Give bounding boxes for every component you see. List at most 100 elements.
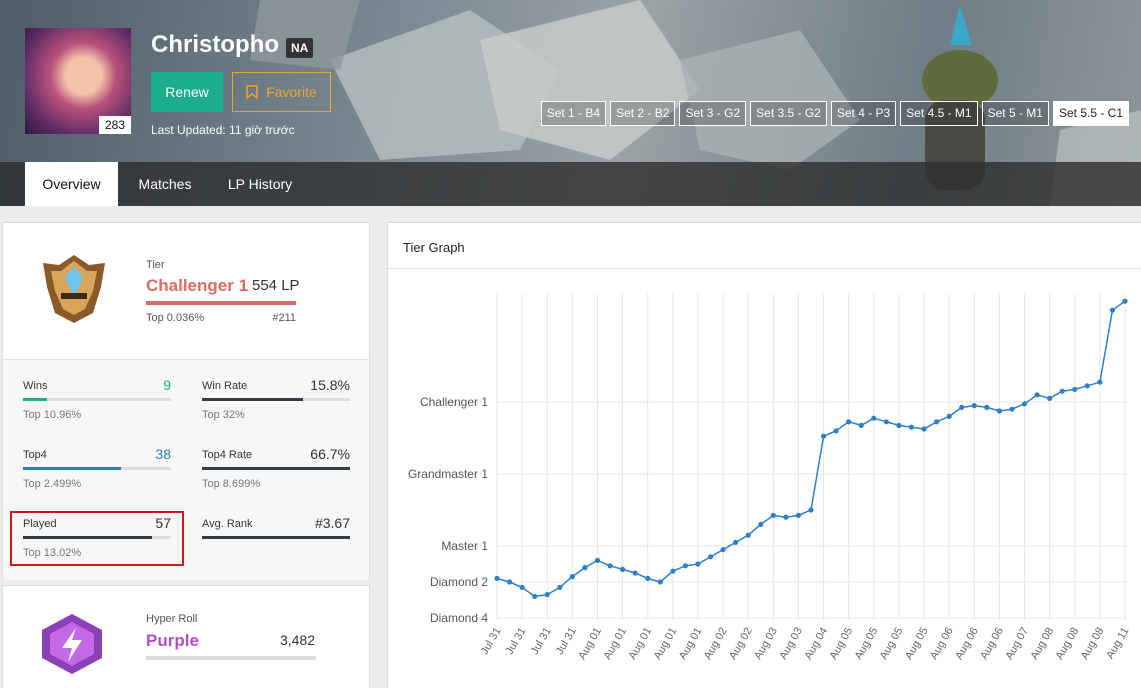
data-point bbox=[758, 521, 764, 527]
x-tick-label: Aug 03 bbox=[752, 626, 780, 662]
x-tick-label: Aug 01 bbox=[652, 626, 680, 662]
data-point bbox=[745, 532, 751, 538]
x-tick-label: Aug 02 bbox=[727, 626, 755, 662]
data-point bbox=[921, 426, 927, 432]
set-button[interactable]: Set 4 - P3 bbox=[830, 101, 897, 126]
tier-rank: Challenger 1 bbox=[146, 276, 249, 295]
x-tick-label: Aug 08 bbox=[1028, 626, 1056, 662]
data-point bbox=[795, 512, 802, 518]
highlight-box bbox=[10, 511, 184, 566]
x-tick-label: Aug 05 bbox=[878, 626, 906, 662]
tier-label: Tier bbox=[146, 259, 165, 271]
hyper-roll-emblem bbox=[42, 614, 102, 674]
data-point bbox=[946, 413, 952, 419]
last-updated: Last Updated: 11 giờ trước bbox=[151, 123, 295, 137]
stat-top: Top 13.02% bbox=[23, 547, 82, 559]
stat-bar-fill bbox=[202, 536, 350, 539]
set-button[interactable]: Set 1 - B4 bbox=[540, 101, 607, 126]
level-badge: 283 bbox=[99, 116, 131, 134]
hyper-roll-rating: 3,482 bbox=[279, 632, 315, 648]
tier-top: Top 0.036% bbox=[146, 312, 205, 324]
x-tick-label: Aug 01 bbox=[626, 626, 654, 662]
stat-bar-fill bbox=[202, 398, 303, 401]
data-point bbox=[833, 428, 839, 434]
set-selector: Set 1 - B4 Set 2 - B2 Set 3 - G2 Set 3.5 - … bbox=[540, 101, 1129, 126]
data-point bbox=[632, 570, 638, 576]
region-badge: NA bbox=[286, 38, 314, 58]
x-tick-label: Jul 31 bbox=[529, 626, 554, 657]
data-point bbox=[1097, 379, 1103, 385]
data-point bbox=[1109, 307, 1116, 313]
y-tick-label: Grandmaster 1 bbox=[408, 467, 488, 481]
tab[interactable]: LP History bbox=[227, 176, 293, 192]
bookmark-icon bbox=[246, 85, 258, 100]
x-tick-label: Aug 03 bbox=[777, 626, 805, 662]
data-point bbox=[594, 557, 601, 563]
stat-bar-fill bbox=[202, 467, 350, 470]
data-point bbox=[707, 554, 714, 560]
x-tick-label: Aug 08 bbox=[1054, 626, 1082, 662]
data-point bbox=[670, 568, 676, 574]
data-point bbox=[846, 419, 852, 425]
x-tick-label: Aug 01 bbox=[576, 626, 604, 662]
x-tick-label: Aug 01 bbox=[677, 626, 705, 662]
data-point bbox=[808, 507, 814, 513]
data-point bbox=[1034, 392, 1040, 398]
hyper-roll-rank: Purple bbox=[146, 631, 199, 650]
set-button[interactable]: Set 3 - G2 bbox=[679, 101, 747, 126]
data-point bbox=[657, 579, 663, 585]
stat-value: 38 bbox=[155, 446, 171, 462]
set-button[interactable]: Set 4.5 - M1 bbox=[900, 101, 978, 126]
stat-value: 57 bbox=[155, 515, 171, 531]
stat-label: Top4 Rate bbox=[202, 449, 253, 461]
set-button[interactable]: Set 5.5 - C1 bbox=[1052, 101, 1129, 126]
x-tick-label: Aug 05 bbox=[853, 626, 881, 662]
data-point bbox=[519, 584, 525, 590]
data-point bbox=[1122, 298, 1128, 304]
stat-bar bbox=[202, 467, 350, 470]
x-tick-label: Aug 06 bbox=[978, 626, 1006, 662]
data-point bbox=[1084, 383, 1090, 389]
hyper-roll-label: Hyper Roll bbox=[146, 613, 198, 625]
hyper-roll-panel: Hyper Roll Purple 3,482 bbox=[2, 585, 370, 688]
stat-value: 15.8% bbox=[310, 377, 350, 393]
tab[interactable]: Overview bbox=[25, 162, 118, 206]
data-point bbox=[682, 563, 688, 569]
stat-label: Wins bbox=[23, 380, 48, 392]
y-tick-label: Challenger 1 bbox=[420, 395, 488, 409]
x-tick-label: Aug 01 bbox=[601, 626, 629, 662]
stat-top: Top 10.96% bbox=[23, 409, 82, 421]
hyper-roll-bar bbox=[146, 656, 316, 660]
tab[interactable]: Matches bbox=[138, 176, 192, 192]
x-tick-label: Jul 31 bbox=[554, 626, 579, 657]
favorite-label: Favorite bbox=[266, 84, 317, 100]
set-button[interactable]: Set 2 - B2 bbox=[610, 101, 676, 126]
favorite-button[interactable]: Favorite bbox=[232, 72, 331, 112]
stat-bar bbox=[23, 398, 171, 401]
data-point bbox=[959, 404, 965, 410]
data-point bbox=[620, 566, 626, 572]
stat-top: Top 2.499% bbox=[23, 478, 82, 490]
stat-label: Win Rate bbox=[202, 380, 248, 392]
divider bbox=[388, 268, 1141, 269]
y-tick-label: Diamond 4 bbox=[430, 611, 488, 625]
set-button[interactable]: Set 3.5 - G2 bbox=[750, 101, 827, 126]
data-point bbox=[770, 512, 776, 518]
stat-bar-fill bbox=[23, 536, 152, 539]
x-tick-label: Aug 05 bbox=[903, 626, 931, 662]
x-tick-label: Aug 06 bbox=[953, 626, 981, 662]
renew-button[interactable]: Renew bbox=[151, 72, 223, 112]
data-point bbox=[544, 592, 550, 598]
stat-top: Top 32% bbox=[202, 409, 245, 421]
tier-lp: 554 LP bbox=[252, 277, 300, 294]
graph-title: Tier Graph bbox=[403, 240, 465, 255]
data-point bbox=[996, 408, 1003, 414]
x-tick-label: Aug 11 bbox=[1104, 626, 1131, 661]
stat-value: #3.67 bbox=[314, 515, 350, 531]
data-point bbox=[645, 575, 651, 581]
summoner-name: Christopho bbox=[151, 31, 279, 58]
data-point bbox=[858, 422, 864, 428]
set-button[interactable]: Set 5 - M1 bbox=[981, 101, 1049, 126]
header: 283 Christopho NA Renew Favorite Last Up… bbox=[0, 0, 1141, 206]
